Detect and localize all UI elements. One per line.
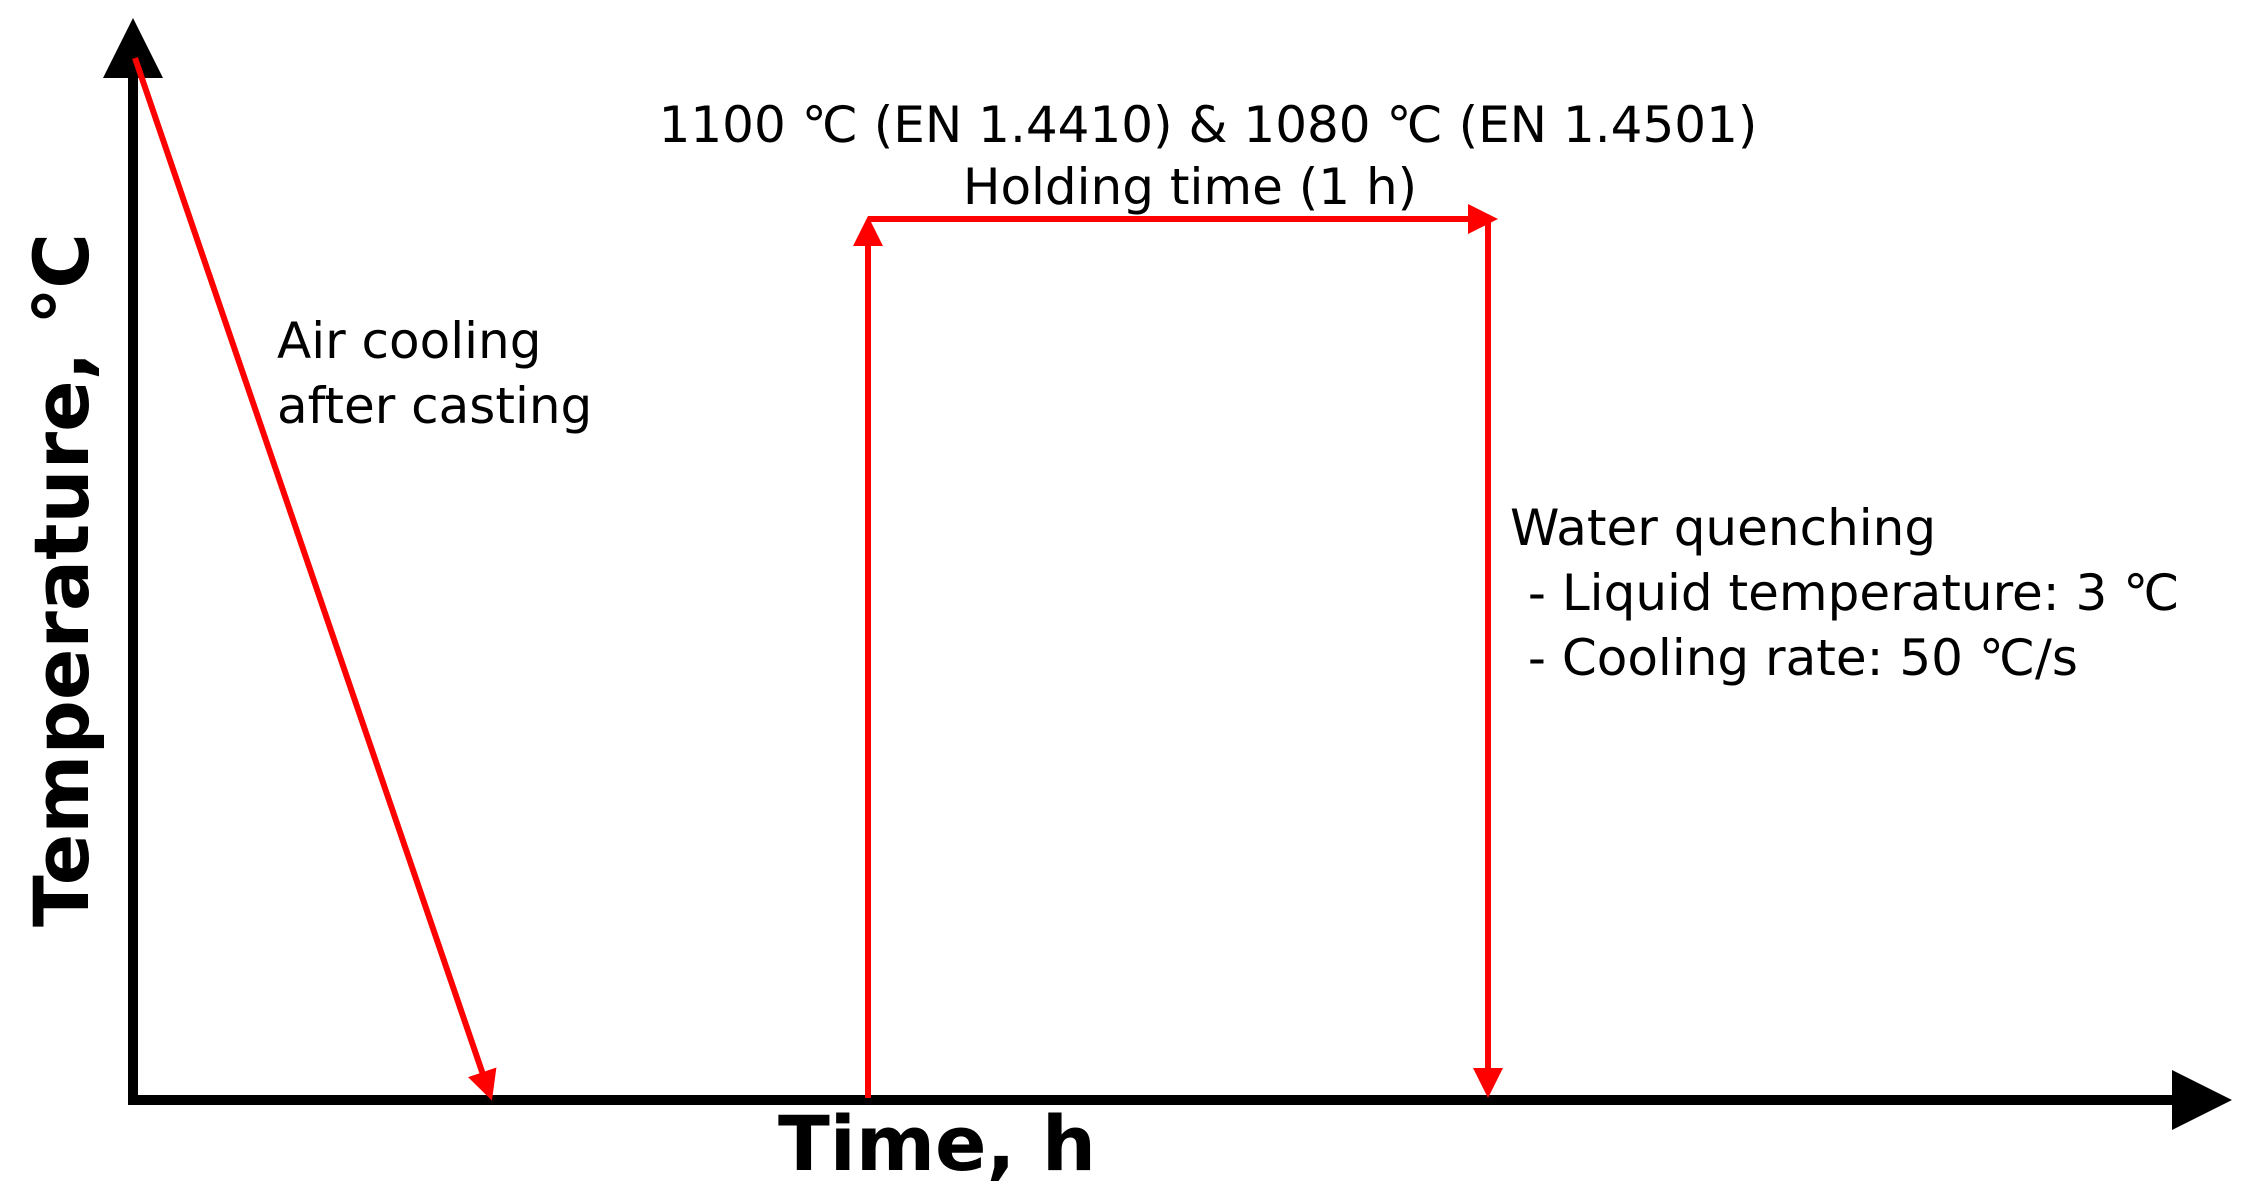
- air-cooling-label-line2: after casting: [277, 377, 592, 435]
- x-axis-label: Time, h: [778, 1099, 1096, 1188]
- air-cooling-label-line1: Air cooling: [277, 312, 541, 370]
- liquid-temperature-label: - Liquid temperature: 3 ℃: [1512, 564, 2179, 622]
- y-axis-label: Temperature, ℃: [17, 233, 106, 927]
- holding-time-label: Holding time (1 h): [963, 158, 1417, 216]
- water-quenching-label: Water quenching: [1510, 499, 1936, 557]
- cooling-rate-label: - Cooling rate: 50 ℃/s: [1512, 629, 2078, 687]
- air-cooling-arrow: [132, 57, 497, 1101]
- solution-temperature-label: 1100 ℃ (EN 1.4410) & 1080 ℃ (EN 1.4501): [659, 96, 1758, 154]
